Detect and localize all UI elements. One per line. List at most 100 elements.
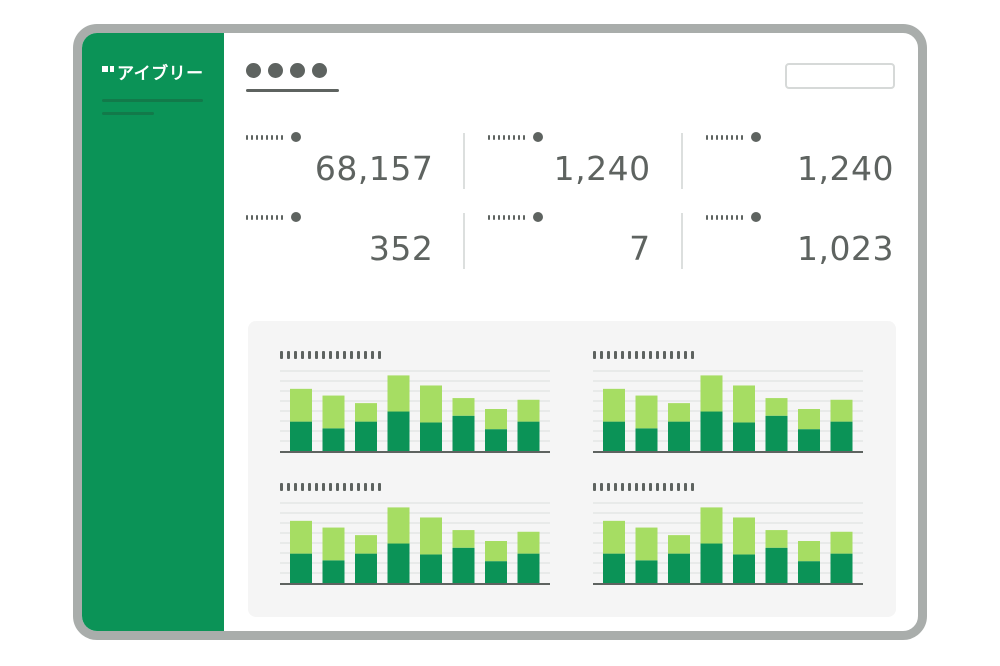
chart-bar-segment-light: [668, 535, 690, 554]
chart-bar-segment-dark: [420, 422, 442, 451]
logo-text: アイブリー: [117, 64, 204, 84]
chart-bar-segment-dark: [603, 553, 625, 583]
sidebar-nav-subitem-placeholder[interactable]: [102, 112, 154, 115]
chart-bar-segment-light: [830, 531, 853, 554]
chart-bar-segment-light: [733, 517, 755, 555]
chart-title-placeholder: [280, 483, 381, 491]
stat-card: 68,157: [246, 125, 463, 205]
chart-bar-segment-light: [765, 398, 788, 416]
stat-value: 1,240: [553, 149, 651, 188]
chart-bar-segment-light: [668, 403, 690, 422]
stat-label-placeholder: [246, 132, 301, 142]
bar-chart: [280, 351, 550, 461]
chart-bar-segment-dark: [830, 421, 853, 451]
stat-label-placeholder: [705, 212, 761, 222]
chart-bar-segment-dark: [765, 547, 788, 583]
chart-bar-segment-light: [290, 520, 312, 554]
chart-bar-segment-light: [420, 517, 442, 555]
chart-bar-segment-dark: [452, 415, 475, 451]
chart-bar-segment-light: [387, 375, 410, 412]
chart-bar-segment-light: [635, 527, 658, 561]
chart-bar-segment-dark: [830, 553, 853, 583]
chart-bar-segment-dark: [452, 547, 475, 583]
chart-bar-segment-dark: [485, 561, 507, 583]
chart-bar-segment-light: [420, 385, 442, 423]
chart-bar-segment-light: [603, 520, 625, 554]
stat-card: 7: [463, 205, 680, 285]
dot-icon: [533, 132, 544, 142]
stat-label-placeholder: [488, 212, 544, 222]
stat-value: 1,023: [797, 229, 894, 268]
chart-bar-segment-light: [485, 541, 507, 562]
chart-bar-segment-light: [355, 535, 377, 554]
chart-bar-segment-dark: [290, 553, 312, 583]
dot-icon: [268, 63, 283, 78]
chart-bar-segment-dark: [517, 421, 540, 451]
app-window: アイブリー 68,157: [73, 24, 927, 640]
chart-bar-segment-dark: [798, 561, 820, 583]
chart-bar-segment-dark: [765, 415, 788, 451]
stat-label-placeholder: [488, 132, 544, 142]
dot-icon: [750, 132, 761, 142]
chart-bar-segment-light: [635, 395, 658, 429]
chart-bar-segment-light: [700, 507, 723, 544]
chart-plot: [280, 370, 550, 453]
stats-grid: 68,157 1,240 1,240: [246, 125, 898, 285]
bar-chart: [593, 351, 863, 461]
stat-value: 7: [629, 229, 651, 268]
stat-card: 1,240: [463, 125, 680, 205]
chart-bar-segment-dark: [733, 422, 755, 451]
chart-bar-segment-dark: [387, 543, 410, 583]
chart-bar-segment-light: [322, 395, 345, 429]
stat-label-placeholder: [246, 212, 301, 222]
logo[interactable]: アイブリー: [102, 59, 204, 84]
chart-bar-segment-light: [322, 527, 345, 561]
chart-bar-segment-dark: [355, 553, 377, 583]
dot-icon: [750, 212, 761, 222]
chart-plot: [593, 370, 863, 453]
active-tab-underline: [246, 89, 339, 92]
chart-bar-segment-dark: [387, 411, 410, 451]
bar-chart: [593, 483, 863, 593]
chart-bar-segment-light: [517, 531, 540, 554]
bar-chart: [280, 483, 550, 593]
chart-bar-segment-dark: [668, 553, 690, 583]
dot-icon: [312, 63, 327, 78]
chart-bar-segment-dark: [700, 411, 723, 451]
stat-value: 68,157: [314, 149, 434, 188]
chart-bar-segment-dark: [420, 554, 442, 583]
logo-mark-icon: [102, 65, 114, 72]
chart-bar-segment-light: [603, 388, 625, 422]
sidebar-nav-item-placeholder[interactable]: [102, 99, 203, 102]
stat-card: 352: [246, 205, 463, 285]
chart-bar-segment-light: [452, 530, 475, 548]
stat-label-placeholder: [705, 132, 761, 142]
charts-panel: [248, 321, 896, 617]
dot-icon: [246, 63, 261, 78]
chart-bar-segment-dark: [798, 429, 820, 451]
stat-value: 1,240: [797, 149, 894, 188]
chart-bar-segment-light: [798, 541, 820, 562]
chart-bar-segment-light: [765, 530, 788, 548]
chart-bar-segment-dark: [635, 428, 658, 451]
main-content: 68,157 1,240 1,240: [224, 33, 918, 631]
search-input[interactable]: [785, 63, 895, 89]
chart-plot: [280, 502, 550, 585]
chart-bar-segment-dark: [322, 428, 345, 451]
dot-icon: [291, 212, 301, 222]
sidebar: アイブリー: [82, 33, 224, 631]
chart-plot: [593, 502, 863, 585]
chart-bar-segment-dark: [485, 429, 507, 451]
chart-bar-segment-light: [452, 398, 475, 416]
chart-bar-segment-light: [290, 388, 312, 422]
dot-icon: [290, 63, 305, 78]
chart-bar-segment-light: [387, 507, 410, 544]
chart-title-placeholder: [593, 351, 694, 359]
chart-bar-segment-dark: [290, 421, 312, 451]
page-title-placeholder: [246, 63, 327, 78]
chart-bar-segment-light: [830, 399, 853, 422]
chart-bar-segment-light: [733, 385, 755, 423]
chart-bar-segment-light: [700, 375, 723, 412]
chart-title-placeholder: [593, 483, 694, 491]
chart-bar-segment-light: [485, 409, 507, 430]
